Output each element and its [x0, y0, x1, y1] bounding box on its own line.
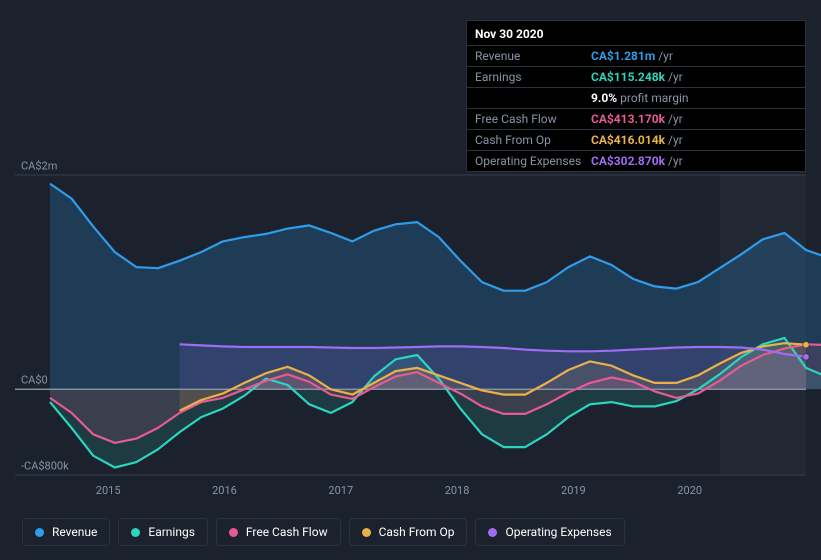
tooltip-row: 9.0%profit margin: [467, 87, 805, 108]
chart-plot-area: [15, 175, 806, 475]
legend-dot-icon: [488, 528, 497, 537]
x-axis-label: 2020: [677, 484, 702, 497]
tooltip-row: Free Cash FlowCA$413.170k/yr: [467, 108, 805, 129]
tooltip-row-suffix: /yr: [668, 154, 683, 168]
legend-item-revenue[interactable]: Revenue: [22, 518, 110, 546]
tooltip-row-suffix: /yr: [668, 133, 683, 147]
x-axis-label: 2019: [561, 484, 586, 497]
tooltip-row: Cash From OpCA$416.014k/yr: [467, 129, 805, 150]
opex-endpoint: [803, 354, 809, 360]
x-axis-label: 2018: [445, 484, 470, 497]
y-axis-label: CA$2m: [21, 160, 57, 173]
legend-dot-icon: [229, 528, 238, 537]
legend-dot-icon: [131, 528, 140, 537]
tooltip-row-label: [475, 91, 591, 105]
tooltip-row-value: CA$1.281m: [591, 49, 655, 63]
tooltip-row-label: Free Cash Flow: [475, 112, 591, 126]
tooltip-date: Nov 30 2020: [467, 21, 805, 45]
legend-item-earnings[interactable]: Earnings: [118, 518, 208, 546]
legend-label: Revenue: [52, 525, 97, 539]
tooltip-row: Operating ExpensesCA$302.870k/yr: [467, 150, 805, 171]
legend-item-cfo[interactable]: Cash From Op: [349, 518, 468, 546]
tooltip-row-value: CA$302.870k: [591, 154, 665, 168]
tooltip-row-suffix: /yr: [658, 49, 673, 63]
legend-dot-icon: [362, 528, 371, 537]
legend-label: Earnings: [148, 525, 195, 539]
tooltip-row-label: Earnings: [475, 70, 591, 84]
x-axis-label: 2016: [212, 484, 237, 497]
tooltip-row-value: CA$115.248k: [591, 70, 665, 84]
legend-label: Free Cash Flow: [246, 525, 328, 539]
tooltip-row-suffix: /yr: [668, 112, 683, 126]
tooltip-row-label: Revenue: [475, 49, 591, 63]
tooltip-row-value: CA$416.014k: [591, 133, 665, 147]
legend-item-fcf[interactable]: Free Cash Flow: [216, 518, 341, 546]
legend-label: Cash From Op: [379, 525, 455, 539]
legend-item-opex[interactable]: Operating Expenses: [475, 518, 624, 546]
tooltip-box: Nov 30 2020 RevenueCA$1.281m/yrEarningsC…: [466, 20, 806, 172]
tooltip-row-label: Operating Expenses: [475, 154, 591, 168]
tooltip-row-label: Cash From Op: [475, 133, 591, 147]
x-axis-label: 2015: [96, 484, 121, 497]
tooltip-row-suffix: /yr: [668, 70, 683, 84]
tooltip-row-value: 9.0%: [591, 91, 617, 105]
tooltip-row-suffix: profit margin: [620, 91, 688, 105]
chart-legend: Revenue Earnings Free Cash Flow Cash From O…: [22, 518, 625, 546]
tooltip-row-value: CA$413.170k: [591, 112, 665, 126]
legend-label: Operating Expenses: [505, 525, 611, 539]
x-axis-label: 2017: [328, 484, 353, 497]
tooltip-row: EarningsCA$115.248k/yr: [467, 66, 805, 87]
cfo-endpoint: [803, 342, 809, 348]
tooltip-row: RevenueCA$1.281m/yr: [467, 45, 805, 66]
legend-dot-icon: [35, 528, 44, 537]
financial-chart: CA$2mCA$0-CA$800k 2015201620172018201920…: [15, 150, 806, 510]
